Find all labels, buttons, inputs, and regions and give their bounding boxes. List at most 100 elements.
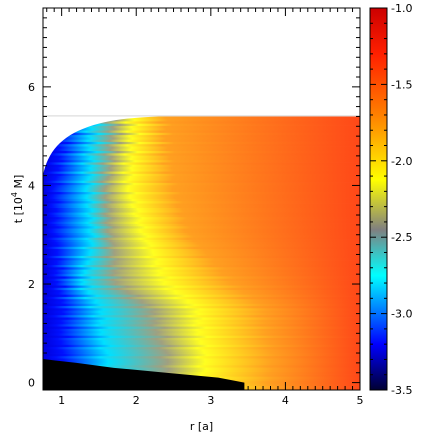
heatmap-strip bbox=[43, 162, 360, 165]
x-tick-label: 5 bbox=[357, 394, 364, 407]
heatmap-field bbox=[43, 8, 360, 390]
plot-area bbox=[43, 8, 360, 390]
heatmap-strip bbox=[43, 232, 360, 236]
heatmap-strip bbox=[43, 342, 360, 345]
heatmap-strip bbox=[43, 278, 360, 281]
heatmap-strip bbox=[43, 262, 360, 266]
heatmap-strip bbox=[43, 159, 360, 163]
heatmap-strip bbox=[43, 171, 360, 174]
heatmap-strip bbox=[43, 230, 360, 234]
heatmap-strip bbox=[43, 152, 360, 156]
heatmap-strip bbox=[43, 157, 360, 161]
heatmap-strip bbox=[43, 143, 360, 147]
heatmap-strip bbox=[43, 216, 360, 220]
heatmap-strip bbox=[43, 241, 360, 245]
heatmap-strip bbox=[43, 212, 360, 215]
heatmap-strip bbox=[43, 239, 360, 243]
heatmap-strip bbox=[43, 200, 360, 204]
heatmap-strip bbox=[43, 189, 360, 193]
heatmap-strip bbox=[43, 326, 360, 329]
heatmap-strip bbox=[43, 187, 360, 190]
heatmap-strip bbox=[43, 371, 360, 375]
x-tick-label: 4 bbox=[282, 394, 289, 407]
x-axis-label: r [a] bbox=[190, 420, 213, 433]
heatmap-strip bbox=[43, 266, 360, 270]
heatmap-strip bbox=[43, 291, 360, 295]
heatmap-strip bbox=[43, 358, 360, 361]
heatmap-strip bbox=[43, 234, 360, 238]
heatmap-strip bbox=[43, 314, 360, 318]
heatmap-strip bbox=[43, 155, 360, 158]
heatmap-strip bbox=[43, 182, 360, 186]
heatmap-strip bbox=[43, 205, 360, 209]
heatmap-strip bbox=[43, 250, 360, 254]
heatmap-strip bbox=[43, 294, 360, 297]
heatmap-strip bbox=[43, 132, 360, 136]
heatmap-strip bbox=[43, 168, 360, 172]
heatmap-strip bbox=[43, 282, 360, 286]
heatmap-strip bbox=[43, 177, 360, 181]
heatmap-strip bbox=[43, 348, 360, 352]
heatmap-strip bbox=[43, 130, 360, 133]
post-simulation-region bbox=[43, 8, 360, 117]
x-tick-label: 3 bbox=[207, 394, 214, 407]
heatmap-strip bbox=[43, 310, 360, 313]
heatmap-strip bbox=[43, 264, 360, 268]
heatmap-strip bbox=[43, 369, 360, 373]
colorbar-tick-label: -1.5 bbox=[391, 78, 412, 91]
heatmap-strip bbox=[43, 150, 360, 154]
heatmap-strip bbox=[43, 141, 360, 145]
heatmap-strip bbox=[43, 221, 360, 224]
heatmap-strip bbox=[43, 374, 360, 377]
heatmap-strip bbox=[43, 353, 360, 357]
heatmap-strip bbox=[43, 209, 360, 213]
heatmap-strip bbox=[43, 237, 360, 240]
heatmap-strip bbox=[43, 228, 360, 231]
heatmap-strip bbox=[43, 362, 360, 366]
heatmap-strip bbox=[43, 223, 360, 227]
heatmap-strip bbox=[43, 319, 360, 323]
heatmap-strip bbox=[43, 301, 360, 304]
heatmap-strip bbox=[43, 116, 360, 120]
y-axis-label-exponent: 4 bbox=[10, 192, 19, 197]
heatmap-strip bbox=[43, 198, 360, 202]
colorbar-frame bbox=[369, 7, 388, 391]
heatmap-strip bbox=[43, 296, 360, 300]
colorbar-tick-label: -3.0 bbox=[391, 308, 412, 321]
heatmap-strip bbox=[43, 214, 360, 218]
heatmap-strip bbox=[43, 125, 360, 129]
heatmap-strip bbox=[43, 193, 360, 197]
y-tick-label: 2 bbox=[28, 278, 35, 291]
colorbar-tick-label: -2.0 bbox=[391, 155, 412, 168]
heatmap-strip bbox=[43, 219, 360, 222]
y-axis-label-prefix: t [10 bbox=[12, 197, 25, 223]
heatmap-strip bbox=[43, 139, 360, 142]
heatmap-strip bbox=[43, 321, 360, 325]
heatmap-strip bbox=[43, 317, 360, 320]
colorbar-tick-label: -3.5 bbox=[391, 384, 412, 397]
heatmap-strip bbox=[43, 280, 360, 284]
y-axis-label: t [104 M] bbox=[10, 175, 25, 223]
x-tick-label: 1 bbox=[58, 394, 65, 407]
heatmap-strip bbox=[43, 203, 360, 206]
colorbar-tick-label: -1.0 bbox=[391, 2, 412, 15]
y-axis-label-suffix: M] bbox=[12, 175, 25, 192]
heatmap-strip bbox=[43, 175, 360, 179]
heatmap-strip bbox=[43, 191, 360, 195]
heatmap-strip bbox=[43, 339, 360, 343]
heatmap-strip bbox=[43, 123, 360, 126]
heatmap-strip bbox=[43, 260, 360, 263]
heatmap-strip bbox=[43, 333, 360, 336]
heatmap-strip bbox=[43, 196, 360, 199]
heatmap-strip bbox=[43, 276, 360, 279]
heatmap-strip bbox=[43, 351, 360, 354]
heatmap-strip bbox=[43, 184, 360, 188]
heatmap-strip bbox=[43, 207, 360, 211]
heatmap-strip bbox=[43, 305, 360, 309]
heatmap-strip bbox=[43, 269, 360, 272]
heatmap-strip bbox=[43, 180, 360, 183]
heatmap-strip bbox=[43, 148, 360, 152]
colorbar: -1.0 -1.5 -2.0 -2.5 -3.0 -3.5 bbox=[369, 2, 412, 397]
heatmap-strip bbox=[43, 364, 360, 368]
